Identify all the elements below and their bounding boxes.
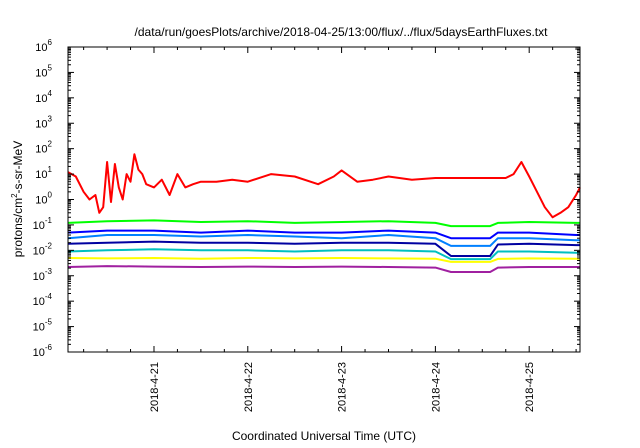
y-tick-base: 10 <box>35 42 47 54</box>
y-tick-base: 10 <box>33 347 45 359</box>
y-tick-exp: 4 <box>48 89 53 98</box>
y-tick-base: 10 <box>35 195 47 207</box>
y-tick-exp: -4 <box>45 292 53 301</box>
y-axis-label: protons/cm2-s-sr-MeV <box>10 141 25 257</box>
y-tick-exp: -5 <box>45 318 53 327</box>
series-line-5 <box>67 240 580 257</box>
y-tick-exp: -1 <box>45 216 53 225</box>
series-line-4 <box>67 234 580 247</box>
y-tick-label: 10-2 <box>33 241 53 257</box>
y-tick-label: 102 <box>35 140 52 156</box>
y-tick-base: 10 <box>33 271 45 283</box>
y-tick-base: 10 <box>33 296 45 308</box>
y-tick-exp: 6 <box>48 38 53 47</box>
plot-frame <box>67 46 581 353</box>
series-line-7 <box>67 257 580 263</box>
y-tick-base: 10 <box>35 169 47 181</box>
series-line-8 <box>67 265 580 273</box>
chart-title: /data/run/goesPlots/archive/2018-04-25/1… <box>135 25 549 39</box>
x-tick-label: 2018-4-24 <box>430 362 442 412</box>
y-tick-exp: 0 <box>48 191 53 200</box>
x-axis-label: Coordinated Universal Time (UTC) <box>232 429 416 443</box>
y-tick-base: 10 <box>33 322 45 334</box>
y-tick-label: 101 <box>35 165 52 181</box>
series-line-3 <box>67 229 580 240</box>
y-axis-label-pre: protons/cm <box>11 198 25 257</box>
series-line-6 <box>67 248 580 261</box>
series-line-2 <box>67 219 580 228</box>
x-tick-label: 2018-4-21 <box>149 362 161 412</box>
x-tick-label: 2018-4-22 <box>243 362 255 412</box>
y-tick-exp: 1 <box>48 165 53 174</box>
y-axis-label-sup: 2 <box>10 193 19 198</box>
y-tick-label: 10-4 <box>33 292 53 308</box>
y-tick-label: 104 <box>35 89 52 105</box>
y-tick-exp: 2 <box>48 140 53 149</box>
y-tick-base: 10 <box>33 220 45 232</box>
y-tick-label: 105 <box>35 63 52 79</box>
y-tick-exp: 3 <box>48 114 53 123</box>
y-tick-base: 10 <box>35 118 47 130</box>
y-tick-label: 103 <box>35 114 52 130</box>
series-line-1 <box>67 153 581 219</box>
y-tick-exp: -3 <box>45 267 53 276</box>
y-tick-label: 10-6 <box>33 343 53 359</box>
y-tick-base: 10 <box>33 245 45 257</box>
x-tick-label: 2018-4-25 <box>524 362 536 412</box>
y-tick-base: 10 <box>35 144 47 156</box>
y-tick-exp: 5 <box>48 63 53 72</box>
series-layer <box>67 153 581 273</box>
y-tick-label: 106 <box>35 38 52 54</box>
y-tick-exp: -6 <box>45 343 53 352</box>
y-tick-label: 10-5 <box>33 318 53 334</box>
y-axis-ticks: 10-610-510-410-310-210-11001011021031041… <box>33 38 580 359</box>
x-axis-ticks: 2018-4-21 2018-4-22 2018-4-23 2018-4-24 2018… <box>83 47 577 412</box>
y-tick-label: 100 <box>35 191 52 207</box>
y-axis-label-post: -s-sr-MeV <box>11 141 25 194</box>
y-tick-label: 10-1 <box>33 216 53 232</box>
y-tick-label: 10-3 <box>33 267 53 283</box>
x-tick-label: 2018-4-23 <box>337 362 349 412</box>
y-tick-base: 10 <box>35 67 47 79</box>
y-tick-exp: -2 <box>45 241 53 250</box>
y-tick-base: 10 <box>35 93 47 105</box>
